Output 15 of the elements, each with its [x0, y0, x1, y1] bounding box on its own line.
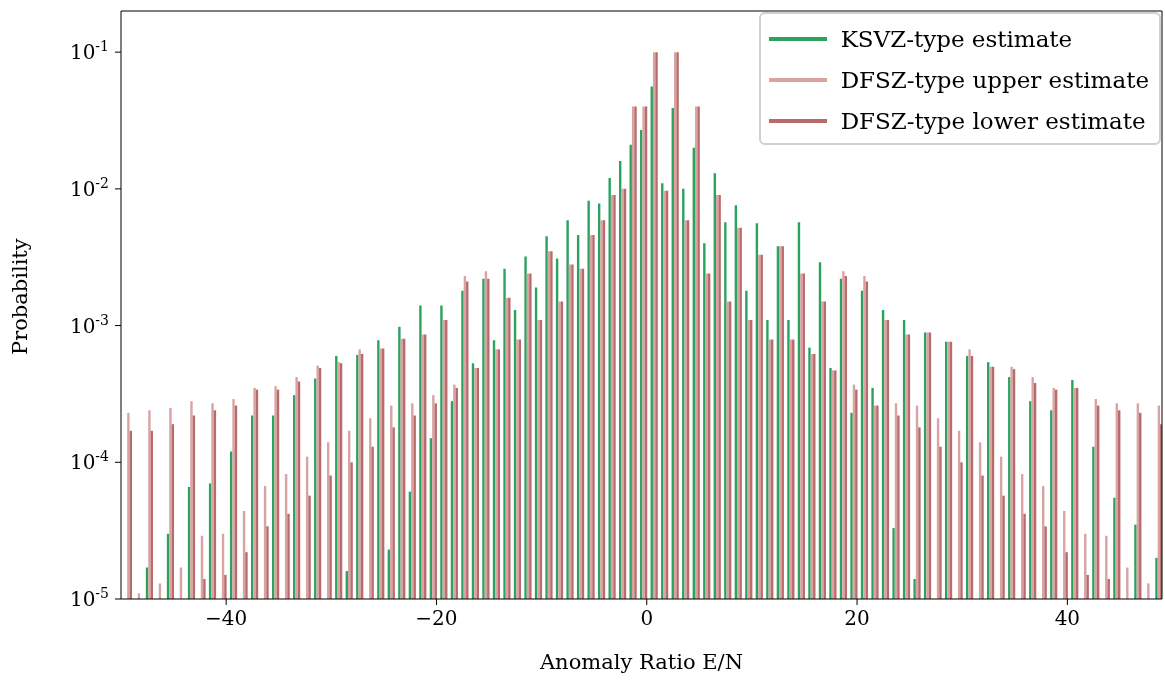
x-axis-title: Anomaly Ratio E/N	[538, 650, 744, 674]
y-axis-title: Probability	[8, 238, 33, 355]
y-tick-label: 10$^{-1}$	[69, 38, 109, 65]
y-tick-label: 10$^{-2}$	[69, 174, 109, 201]
x-tick-label: 40	[1054, 606, 1081, 630]
x-tick-label: 0	[640, 606, 654, 630]
y-tick-label: 10$^{-5}$	[69, 585, 109, 611]
legend-label: DFSZ-type lower estimate	[840, 107, 1146, 134]
y-tick-label: 10$^{-3}$	[69, 311, 109, 338]
legend-label: DFSZ-type upper estimate	[840, 66, 1149, 93]
x-tick-label: 20	[844, 606, 870, 630]
y-tick-label: 10$^{-4}$	[69, 448, 110, 475]
x-tick-label: −20	[415, 606, 458, 630]
legend-label: KSVZ-type estimate	[840, 25, 1073, 52]
x-tick-label: −40	[205, 606, 248, 630]
